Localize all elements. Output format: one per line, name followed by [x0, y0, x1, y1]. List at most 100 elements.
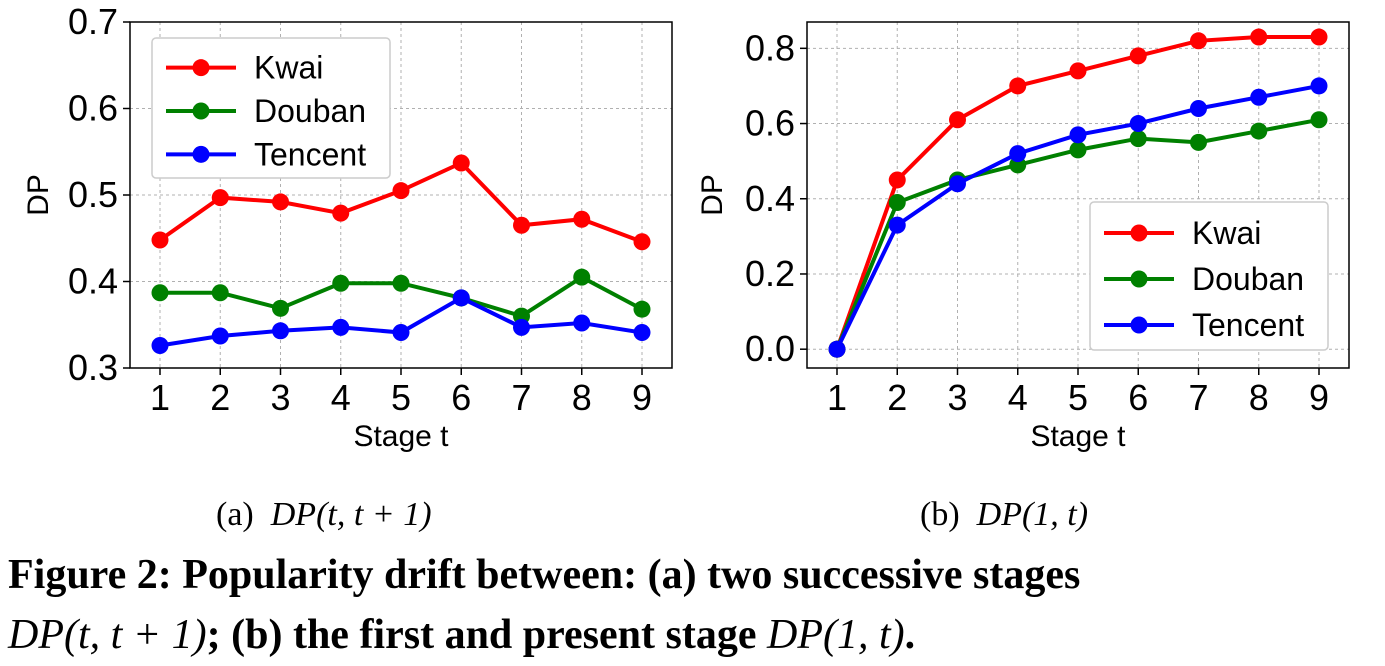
x-tick-label: 2	[887, 377, 907, 418]
legend-box	[151, 37, 391, 179]
legend-marker-kwai	[192, 59, 210, 77]
data-point-kwai	[633, 233, 651, 251]
legend-label-kwai: Kwai	[1192, 215, 1261, 251]
y-tick-label: 0.4	[745, 178, 795, 219]
x-tick-label: 9	[1309, 377, 1329, 418]
data-point-tencent	[1009, 145, 1027, 163]
chart-a: 1 2 3 4 5 6 7 8 9 0.3 0.4 0.5 0.6 0.7 Stage t DP Kwai Dou…	[22, 1, 673, 453]
figure-caption-math-1: DP(t, t + 1)	[8, 612, 207, 658]
data-point-kwai	[949, 111, 966, 129]
y-tick-label: 0.4	[68, 261, 118, 302]
x-tick-label: 9	[632, 377, 652, 418]
data-point-kwai	[1129, 47, 1147, 65]
x-tick-label: 7	[1188, 377, 1208, 418]
legend-label-douban: Douban	[1192, 261, 1304, 297]
data-point-kwai	[211, 189, 229, 207]
data-point-kwai	[332, 204, 350, 222]
figure-caption-text: ; (b) the first and present stage	[206, 612, 767, 658]
legend-label-kwai: Kwai	[254, 50, 323, 86]
x-axis-label: Stage t	[353, 420, 449, 453]
data-point-kwai	[151, 231, 169, 249]
subcaption-a: (a) DP(t, t + 1)	[216, 496, 432, 534]
legend-box	[1089, 201, 1329, 351]
data-point-kwai	[1250, 28, 1268, 46]
x-tick-label: 5	[1068, 377, 1088, 418]
legend-label-tencent: Tencent	[254, 136, 366, 172]
data-point-tencent	[332, 318, 350, 336]
x-tick-label: 8	[1249, 377, 1269, 418]
data-point-douban	[211, 284, 229, 302]
data-point-kwai	[573, 210, 591, 228]
legend-marker-kwai	[1130, 224, 1148, 242]
subcaption-b: (b) DP(1, t)	[920, 496, 1088, 534]
data-point-kwai	[452, 154, 470, 172]
legend-marker-tencent	[192, 145, 210, 163]
y-axis-label: DP	[22, 174, 55, 216]
figure-caption-line1: Figure 2: Popularity drift between: (a) …	[8, 552, 1081, 598]
y-tick-label: 0.2	[745, 253, 795, 294]
data-point-kwai	[513, 216, 530, 234]
chart-b: 1 2 3 4 5 6 7 8 9 0.0 0.2 0.4 0.6 0.8 Stage t DP Kwai Dou…	[696, 21, 1350, 453]
x-tick-label: 6	[451, 377, 471, 418]
data-point-douban	[392, 274, 410, 292]
figure-caption-end: .	[904, 612, 916, 658]
y-axis-label: DP	[696, 174, 729, 216]
x-tick-label: 8	[572, 377, 592, 418]
x-tick-label: 4	[1008, 377, 1028, 418]
data-point-douban	[151, 284, 169, 302]
data-point-kwai	[888, 171, 906, 189]
data-point-tencent	[1129, 115, 1147, 133]
y-tick-label: 0.7	[68, 1, 118, 42]
data-point-tencent	[211, 327, 229, 345]
data-point-tencent	[392, 324, 410, 342]
y-tick-label: 0.0	[745, 328, 795, 369]
y-tick-label: 0.6	[68, 88, 118, 129]
x-tick-label: 2	[210, 377, 230, 418]
x-tick-label: 7	[511, 377, 531, 418]
data-point-kwai	[1310, 28, 1328, 46]
y-tick-label: 0.6	[745, 103, 795, 144]
y-tick-label: 0.3	[68, 347, 118, 388]
x-tick-label: 1	[827, 377, 847, 418]
x-tick-label: 3	[270, 377, 290, 418]
data-point-douban	[1190, 133, 1207, 151]
legend-marker-tencent	[1130, 316, 1148, 334]
data-point-tencent	[573, 314, 591, 332]
data-point-tencent	[272, 322, 289, 340]
x-tick-label: 4	[331, 377, 351, 418]
data-point-tencent	[633, 324, 651, 342]
x-tick-label: 5	[391, 377, 411, 418]
x-axis-label: Stage t	[1030, 420, 1126, 453]
data-point-tencent	[151, 337, 169, 355]
legend-label-tencent: Tencent	[1192, 307, 1304, 343]
subcaption-a-label: (a)	[216, 496, 254, 533]
x-tick-label: 6	[1128, 377, 1148, 418]
data-point-kwai	[272, 193, 289, 211]
data-point-tencent	[888, 216, 906, 234]
x-tick-label: 3	[947, 377, 967, 418]
data-point-douban	[1250, 122, 1268, 140]
x-tick-label: 1	[150, 377, 170, 418]
legend-marker-douban	[192, 102, 210, 120]
data-point-douban	[1310, 111, 1328, 129]
data-point-tencent	[513, 318, 530, 336]
figure-caption-line2: DP(t, t + 1); (b) the first and present …	[8, 610, 915, 660]
data-point-douban	[888, 194, 906, 212]
data-point-tencent	[1310, 77, 1328, 95]
data-point-tencent	[828, 340, 846, 358]
subcaption-b-math: DP(1, t)	[976, 496, 1089, 533]
data-point-tencent	[1250, 88, 1268, 106]
data-point-douban	[272, 299, 289, 317]
subcaption-a-math: DP(t, t + 1)	[270, 496, 432, 533]
subcaption-b-label: (b)	[920, 496, 960, 533]
data-point-kwai	[1069, 62, 1087, 80]
data-point-douban	[573, 268, 591, 286]
data-point-kwai	[1009, 77, 1027, 95]
legend-label-douban: Douban	[254, 93, 366, 129]
data-point-kwai	[392, 182, 410, 200]
data-point-douban	[1129, 130, 1147, 148]
data-point-tencent	[1069, 126, 1087, 144]
data-point-douban	[1069, 141, 1087, 159]
data-point-douban	[633, 300, 651, 318]
